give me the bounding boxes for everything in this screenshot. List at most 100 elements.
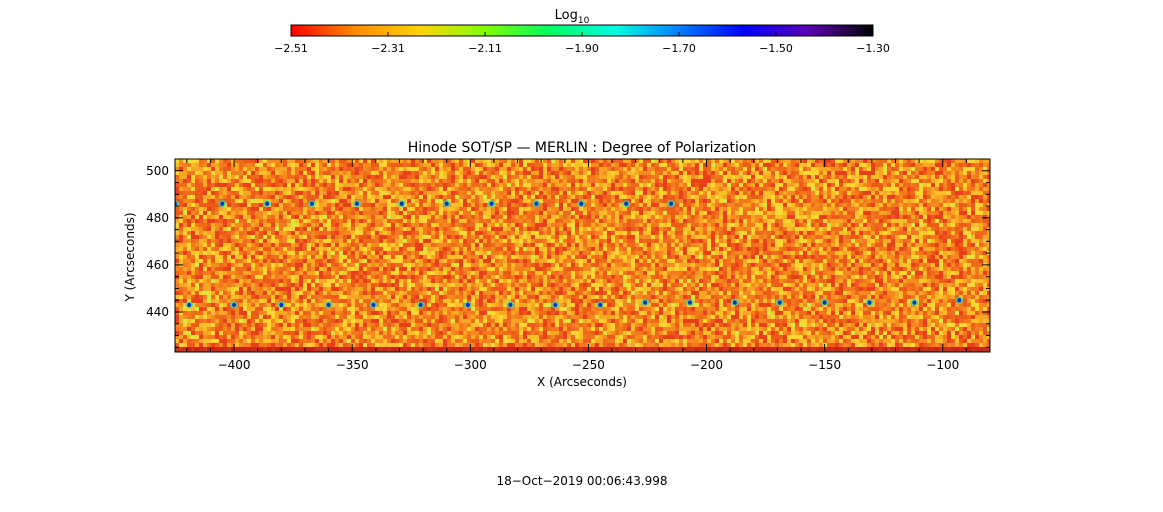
heatmap-cell bbox=[755, 235, 759, 239]
heatmap-cell bbox=[515, 195, 519, 199]
heatmap-cell bbox=[855, 215, 859, 219]
heatmap-cell bbox=[663, 211, 667, 215]
heatmap-cell bbox=[207, 167, 211, 171]
heatmap-cell bbox=[727, 195, 731, 199]
heatmap-cell bbox=[463, 199, 467, 203]
heatmap-cell bbox=[491, 179, 495, 183]
heatmap-cell bbox=[387, 175, 391, 179]
heatmap-cell bbox=[259, 203, 263, 207]
heatmap-cell bbox=[491, 183, 495, 187]
heatmap-cell bbox=[363, 179, 367, 183]
heatmap-cell bbox=[619, 159, 623, 163]
heatmap-cell bbox=[251, 171, 255, 175]
heatmap-cell bbox=[939, 203, 943, 207]
heatmap-cell bbox=[639, 239, 643, 243]
heatmap-cell bbox=[875, 167, 879, 171]
heatmap-cell bbox=[439, 207, 443, 211]
heatmap-cell bbox=[267, 183, 271, 187]
heatmap-cell bbox=[423, 171, 427, 175]
heatmap-cell bbox=[827, 171, 831, 175]
heatmap-cell bbox=[227, 167, 231, 171]
heatmap-cell bbox=[603, 243, 607, 247]
heatmap-cell bbox=[247, 203, 251, 207]
heatmap-cell bbox=[551, 191, 555, 195]
heatmap-cell bbox=[495, 179, 499, 183]
heatmap-cell bbox=[579, 175, 583, 179]
heatmap-cell bbox=[523, 235, 527, 239]
heatmap-cell bbox=[675, 203, 679, 207]
heatmap-cell bbox=[839, 191, 843, 195]
heatmap-cell bbox=[739, 219, 743, 223]
heatmap-cell bbox=[843, 223, 847, 227]
heatmap-cell bbox=[775, 251, 779, 255]
heatmap-cell bbox=[635, 171, 639, 175]
heatmap-cell bbox=[275, 171, 279, 175]
heatmap-cell bbox=[359, 255, 363, 259]
heatmap-cell bbox=[571, 219, 575, 223]
heatmap-cell bbox=[707, 183, 711, 187]
heatmap-cell bbox=[691, 227, 695, 231]
heatmap-cell bbox=[763, 195, 767, 199]
heatmap-cell bbox=[215, 239, 219, 243]
heatmap-cell bbox=[743, 207, 747, 211]
heatmap-cell bbox=[771, 231, 775, 235]
heatmap-cell bbox=[923, 235, 927, 239]
heatmap-cell bbox=[703, 251, 707, 255]
heatmap-cell bbox=[779, 195, 783, 199]
heatmap-cell bbox=[639, 215, 643, 219]
heatmap-cell bbox=[899, 163, 903, 167]
heatmap-cell bbox=[923, 179, 927, 183]
heatmap-cell bbox=[407, 255, 411, 259]
heatmap-cell bbox=[219, 211, 223, 215]
heatmap-cell bbox=[819, 231, 823, 235]
heatmap-cell bbox=[247, 215, 251, 219]
heatmap-cell bbox=[591, 235, 595, 239]
heatmap-cell bbox=[239, 255, 243, 259]
heatmap-cell bbox=[667, 167, 671, 171]
heatmap-cell bbox=[267, 219, 271, 223]
heatmap-cell bbox=[607, 243, 611, 247]
heatmap-cell bbox=[279, 223, 283, 227]
heatmap-cell bbox=[387, 187, 391, 191]
heatmap-cell bbox=[955, 203, 959, 207]
heatmap-cell bbox=[447, 251, 451, 255]
heatmap-cell bbox=[271, 251, 275, 255]
heatmap-cell bbox=[711, 215, 715, 219]
heatmap-cell bbox=[403, 183, 407, 187]
heatmap-cell bbox=[931, 251, 935, 255]
heatmap-cell bbox=[699, 175, 703, 179]
heatmap-cell bbox=[655, 195, 659, 199]
heatmap-cell bbox=[851, 159, 855, 163]
heatmap-cell bbox=[823, 207, 827, 211]
heatmap-cell bbox=[795, 243, 799, 247]
heatmap-cell bbox=[599, 211, 603, 215]
heatmap-cell bbox=[679, 223, 683, 227]
heatmap-cell bbox=[443, 227, 447, 231]
heatmap-cell bbox=[311, 227, 315, 231]
heatmap-cell bbox=[835, 207, 839, 211]
heatmap-cell bbox=[691, 211, 695, 215]
heatmap-cell bbox=[931, 175, 935, 179]
heatmap-cell bbox=[659, 187, 663, 191]
heatmap-cell bbox=[439, 159, 443, 163]
heatmap-cell bbox=[499, 227, 503, 231]
heatmap-cell bbox=[179, 231, 183, 235]
heatmap-cell bbox=[923, 211, 927, 215]
heatmap-cell bbox=[963, 163, 967, 167]
heatmap-cell bbox=[295, 251, 299, 255]
heatmap-cell bbox=[743, 219, 747, 223]
heatmap-cell bbox=[307, 231, 311, 235]
heatmap-cell bbox=[391, 251, 395, 255]
heatmap-cell bbox=[435, 195, 439, 199]
heatmap-cell bbox=[643, 239, 647, 243]
heatmap-cell bbox=[523, 215, 527, 219]
heatmap-cell bbox=[851, 195, 855, 199]
heatmap-cell bbox=[263, 227, 267, 231]
heatmap-cell bbox=[507, 167, 511, 171]
heatmap-cell bbox=[907, 247, 911, 251]
heatmap-cell bbox=[931, 171, 935, 175]
heatmap-cell bbox=[287, 203, 291, 207]
heatmap-cell bbox=[239, 251, 243, 255]
heatmap-cell bbox=[387, 251, 391, 255]
heatmap-cell bbox=[819, 179, 823, 183]
